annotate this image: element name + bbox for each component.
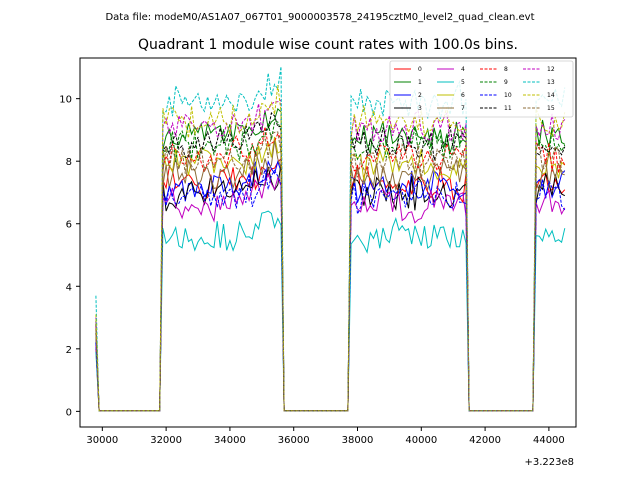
series-line-14 — [95, 85, 566, 412]
y-tick-label: 10 — [59, 95, 72, 106]
data-file-label: Data file: modeM0/AS1A07_067T01_90000035… — [105, 12, 534, 23]
series-line-8 — [95, 126, 566, 412]
y-tick-label: 6 — [66, 220, 72, 231]
legend-label-6: 6 — [461, 92, 465, 99]
y-tick-label: 0 — [66, 407, 72, 418]
y-tick-label: 4 — [66, 282, 72, 293]
legend-label-4: 4 — [461, 66, 465, 73]
y-tick-label: 2 — [66, 345, 72, 356]
plot-frame — [79, 57, 577, 428]
x-tick-label: 42000 — [469, 435, 501, 446]
series-line-0 — [95, 157, 566, 412]
legend-label-10: 10 — [504, 92, 512, 99]
x-tick-label: 32000 — [150, 435, 182, 446]
series-line-1 — [95, 107, 566, 412]
legend-label-5: 5 — [461, 79, 465, 86]
legend-label-13: 13 — [547, 79, 555, 86]
legend-label-9: 9 — [504, 79, 508, 86]
legend-label-0: 0 — [418, 66, 422, 73]
series-line-7 — [95, 140, 565, 412]
y-tick-label: 8 — [66, 157, 72, 168]
x-axis-ticks: 30000 32000 34000 36000 38000 40000 42000 44000 — [86, 427, 565, 446]
legend-box — [389, 60, 574, 118]
x-tick-label: 36000 — [278, 435, 310, 446]
x-offset-label: +3.223e8 — [524, 457, 574, 468]
y-axis-ticks: 0 2 4 6 8 10 — [59, 95, 80, 418]
series-line-6 — [95, 136, 566, 412]
legend-label-7: 7 — [461, 105, 465, 112]
series-line-10 — [95, 168, 566, 412]
legend-label-11: 11 — [504, 105, 512, 112]
legend-label-12: 12 — [547, 66, 555, 73]
series-line-15 — [95, 131, 565, 412]
series-line-2 — [95, 159, 566, 412]
legend-label-15: 15 — [547, 105, 555, 112]
series-line-11 — [95, 112, 566, 412]
legend-label-8: 8 — [504, 66, 508, 73]
x-tick-label: 38000 — [342, 435, 374, 446]
legend-label-1: 1 — [418, 79, 422, 86]
legend-label-14: 14 — [547, 92, 555, 99]
x-tick-label: 34000 — [214, 435, 246, 446]
legend-label-2: 2 — [418, 92, 422, 99]
plot-lines — [95, 66, 566, 412]
chart-title: Quadrant 1 module wise count rates with … — [138, 37, 518, 53]
legend-label-3: 3 — [418, 105, 422, 112]
x-tick-label: 30000 — [86, 435, 118, 446]
x-tick-label: 40000 — [405, 435, 437, 446]
series-line-5 — [95, 210, 566, 412]
x-tick-label: 44000 — [533, 435, 565, 446]
